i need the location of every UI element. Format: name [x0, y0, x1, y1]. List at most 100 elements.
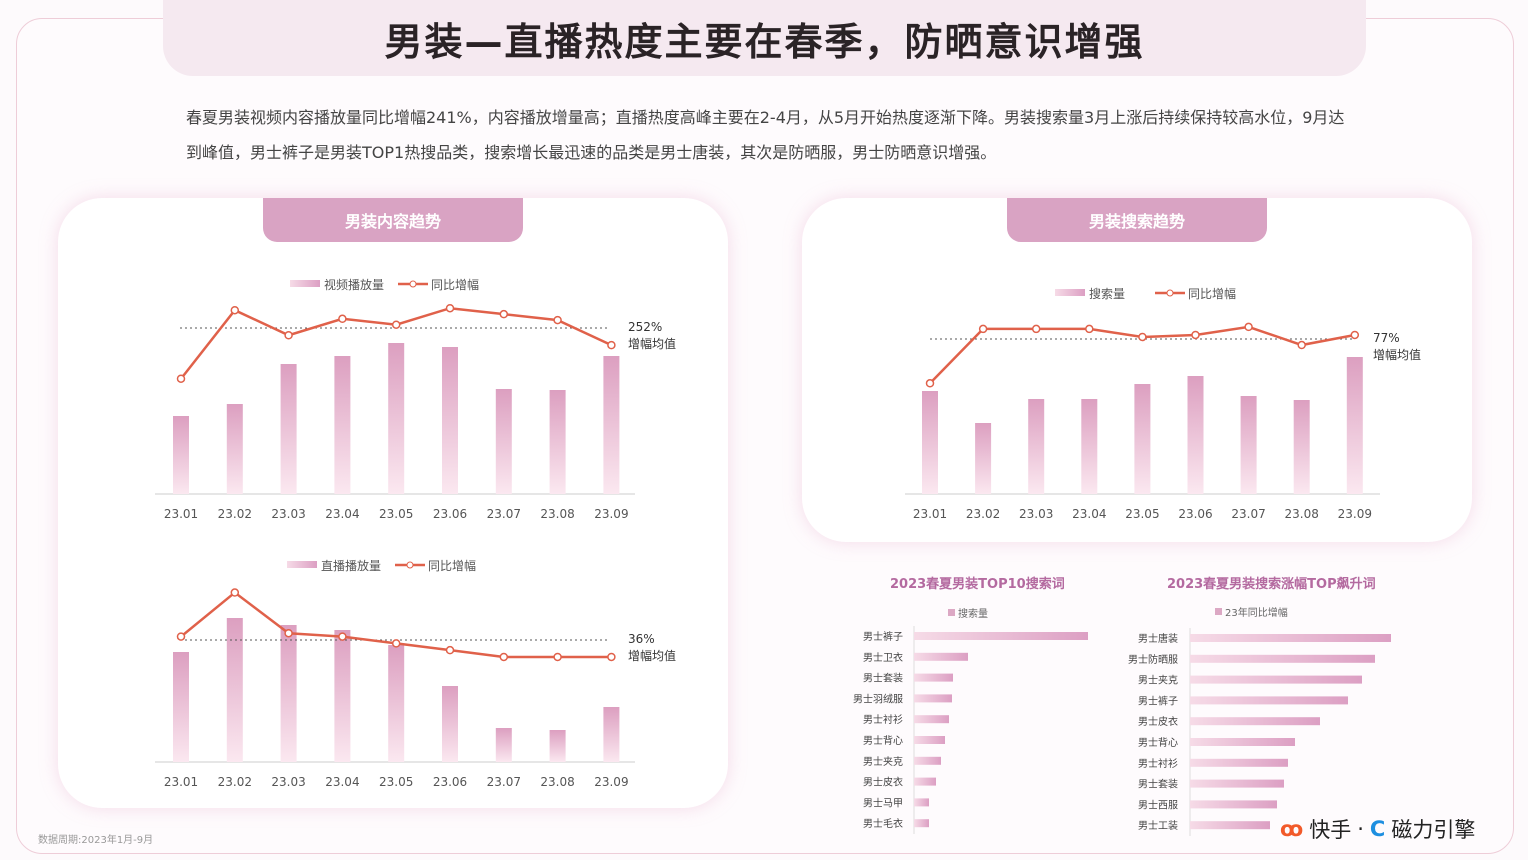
growth-point [499, 652, 509, 662]
x-tick-label: 23.05 [379, 507, 413, 521]
growth-point [499, 309, 509, 319]
x-tick-label: 23.02 [218, 507, 252, 521]
legend-bar-swatch [1055, 289, 1085, 296]
cili-logo-icon: C [1369, 817, 1386, 841]
growth-point [176, 374, 186, 383]
bar [914, 819, 929, 828]
legend-line-marker [409, 280, 417, 288]
growth-point [284, 330, 293, 340]
x-tick-label: 23.02 [966, 507, 1000, 521]
growth-point [607, 652, 616, 662]
x-tick-label: 23.06 [1178, 507, 1212, 521]
growth-point [978, 324, 988, 334]
bar [914, 694, 952, 703]
category-label: 男士裤子 [863, 630, 903, 643]
category-label: 男士马甲 [863, 796, 903, 809]
bar [495, 728, 512, 762]
bar [1293, 400, 1310, 494]
growth-point [1297, 340, 1306, 350]
bar [495, 389, 512, 494]
category-label: 男士工装 [1138, 819, 1178, 832]
bar [1190, 696, 1348, 705]
growth-point [925, 379, 935, 388]
growth-point [607, 340, 616, 350]
bar [173, 416, 189, 494]
x-tick-label: 23.05 [1125, 507, 1159, 521]
category-label: 男士皮衣 [1138, 715, 1178, 728]
category-label: 男士皮衣 [863, 776, 903, 789]
growth-point [230, 305, 240, 315]
growth-point [338, 632, 347, 641]
bar [1346, 357, 1363, 494]
x-tick-label: 23.09 [594, 507, 628, 521]
bar [334, 630, 351, 762]
average-caption: 增幅均值 [628, 336, 676, 351]
bar [226, 404, 243, 494]
growth-point [1031, 324, 1041, 334]
legend-line-label: 同比增幅 [431, 277, 479, 292]
growth-point [1244, 322, 1253, 332]
x-tick-label: 23.01 [913, 507, 947, 521]
growth-point [391, 320, 401, 329]
bar [1190, 800, 1277, 809]
growth-point [553, 652, 562, 662]
search-panel-tab: 男装搜索趋势 [1007, 198, 1267, 242]
top10-title: 2023春夏男装TOP10搜索词 [890, 577, 1065, 592]
growth-point [284, 628, 293, 638]
growth-point [553, 315, 562, 325]
bar [914, 715, 949, 724]
category-label: 男士毛衣 [863, 817, 903, 830]
legend-line-marker [1166, 289, 1174, 297]
x-tick-label: 23.01 [164, 775, 198, 789]
bar [1240, 396, 1257, 494]
bar [388, 343, 405, 494]
legend-label: 搜索量 [958, 607, 988, 620]
title-banner: 男装—直播热度主要在春季，防晒意识增强 [163, 0, 1366, 76]
bar [914, 632, 1088, 640]
legend-swatch [1215, 608, 1222, 615]
x-tick-label: 23.07 [1231, 507, 1265, 521]
average-caption: 增幅均值 [1373, 347, 1421, 362]
category-label: 男士夹克 [1138, 674, 1178, 687]
x-tick-label: 23.06 [433, 775, 467, 789]
bar [914, 736, 945, 744]
bar [334, 356, 351, 494]
x-tick-label: 23.03 [271, 507, 305, 521]
x-tick-label: 23.03 [1019, 507, 1053, 521]
bar [1190, 738, 1295, 746]
bar [226, 618, 243, 762]
bar [922, 391, 938, 494]
x-tick-label: 23.04 [1072, 507, 1106, 521]
category-label: 男士夹克 [863, 755, 903, 768]
kuaishou-logo: 快手 [1309, 818, 1352, 842]
category-label: 男士套装 [1138, 778, 1178, 791]
average-value: 36% [628, 632, 655, 646]
bar [549, 390, 566, 494]
growth-point [176, 632, 186, 641]
brand-logos: ꝏ 快手 · C 磁力引擎 [1280, 814, 1475, 844]
growth-point [338, 314, 347, 324]
category-label: 男士裤子 [1138, 694, 1178, 707]
growth-point [1191, 330, 1200, 340]
bar [914, 798, 929, 807]
average-value: 77% [1373, 331, 1400, 345]
bar [1190, 654, 1375, 663]
x-tick-label: 23.08 [540, 507, 574, 521]
bar [442, 686, 458, 762]
average-value: 252% [628, 320, 662, 334]
x-tick-label: 23.03 [271, 775, 305, 789]
category-label: 男士衬衫 [863, 713, 903, 726]
legend-bar-label: 直播播放量 [321, 558, 381, 573]
legend-line-label: 同比增幅 [428, 558, 476, 573]
growth-point [230, 588, 240, 597]
growth-point [445, 645, 455, 655]
category-label: 男士衬衫 [1138, 757, 1178, 770]
content-panel-tab: 男装内容趋势 [263, 198, 523, 242]
bar [914, 673, 953, 682]
growth-point [445, 303, 455, 313]
bar [914, 756, 941, 765]
x-tick-label: 23.06 [433, 507, 467, 521]
bar [388, 645, 405, 762]
x-tick-label: 23.08 [540, 775, 574, 789]
